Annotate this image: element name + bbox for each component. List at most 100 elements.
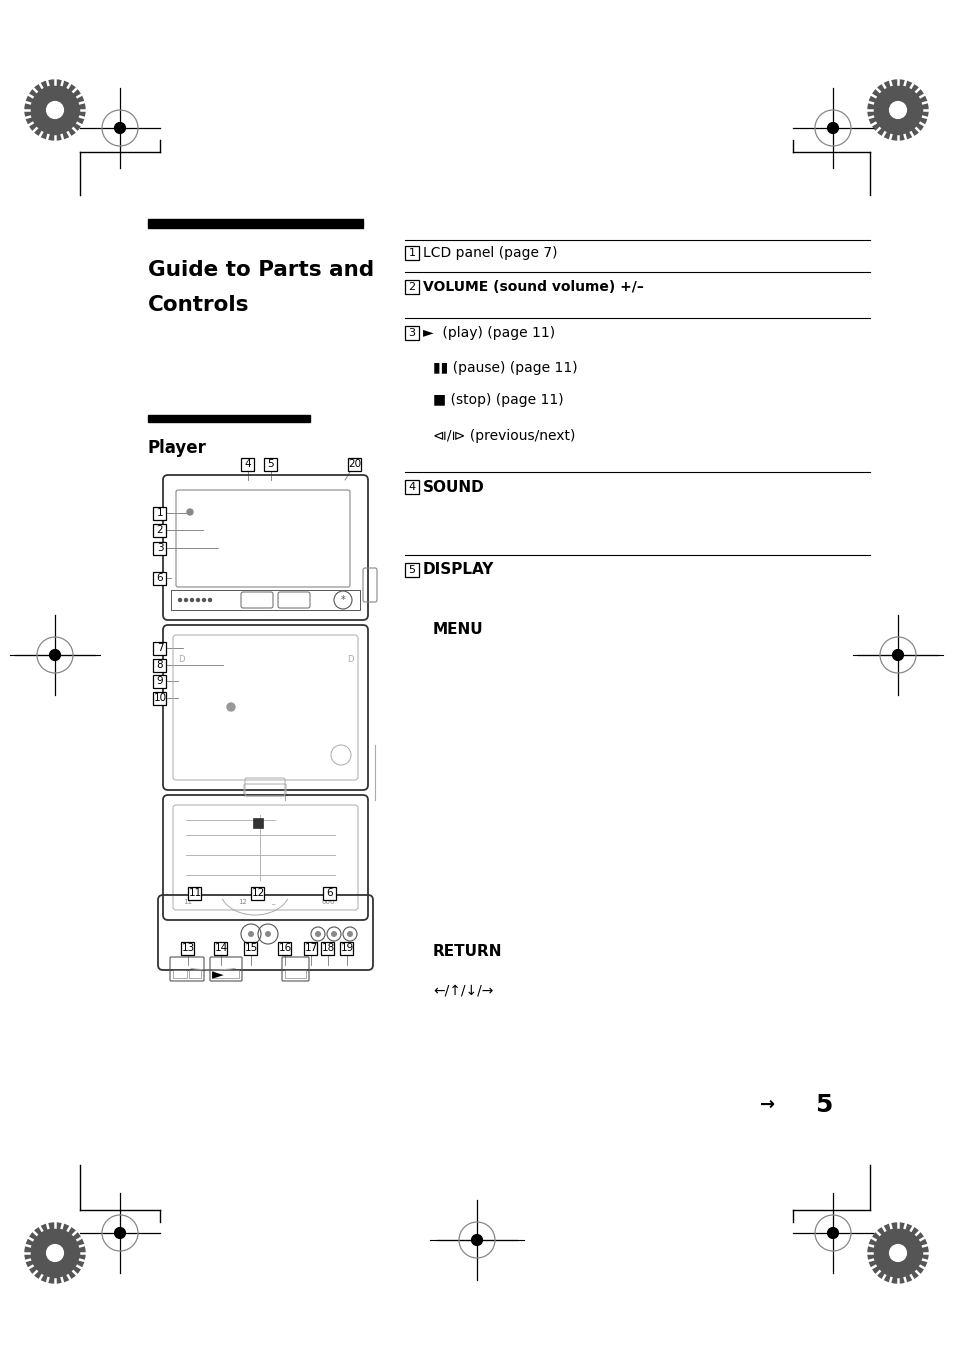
Text: MENU: MENU xyxy=(433,622,483,637)
Text: 6: 6 xyxy=(326,888,333,898)
Text: 2: 2 xyxy=(156,525,163,535)
Text: Player: Player xyxy=(148,439,207,457)
Text: Controls: Controls xyxy=(148,295,250,315)
Text: 4: 4 xyxy=(408,481,416,492)
Text: 2: 2 xyxy=(408,282,416,292)
Bar xyxy=(148,220,363,228)
Bar xyxy=(321,941,335,955)
Text: 3: 3 xyxy=(408,327,416,338)
Circle shape xyxy=(50,649,60,660)
Bar xyxy=(153,542,167,555)
Text: ►  (play) (page 11): ► (play) (page 11) xyxy=(422,326,555,340)
Bar xyxy=(348,457,361,471)
Text: ■ (stop) (page 11): ■ (stop) (page 11) xyxy=(433,393,563,406)
Circle shape xyxy=(867,80,927,140)
Bar xyxy=(153,675,167,687)
Text: Guide to Parts and: Guide to Parts and xyxy=(148,261,374,280)
Bar xyxy=(405,280,418,295)
Bar xyxy=(405,480,418,494)
Text: 11: 11 xyxy=(183,899,193,904)
Text: ←/↑/↓/→: ←/↑/↓/→ xyxy=(433,983,493,997)
Bar xyxy=(340,941,354,955)
Text: 15: 15 xyxy=(244,943,257,953)
Bar xyxy=(153,524,167,536)
Text: DISPLAY: DISPLAY xyxy=(422,562,494,577)
Text: VOLUME (sound volume) +/–: VOLUME (sound volume) +/– xyxy=(422,280,643,295)
Circle shape xyxy=(827,123,838,134)
Circle shape xyxy=(114,123,125,134)
Circle shape xyxy=(187,509,193,516)
Text: 3: 3 xyxy=(156,543,163,552)
Text: SOUND: SOUND xyxy=(422,480,484,495)
Circle shape xyxy=(331,932,336,937)
Text: 10: 10 xyxy=(153,693,167,702)
Circle shape xyxy=(47,1244,63,1262)
Text: 1: 1 xyxy=(408,248,416,258)
Bar xyxy=(153,692,167,704)
Circle shape xyxy=(227,702,234,711)
Circle shape xyxy=(184,599,188,602)
Text: 17: 17 xyxy=(304,943,317,953)
Bar xyxy=(405,563,418,577)
Circle shape xyxy=(892,649,902,660)
Circle shape xyxy=(347,932,353,937)
Bar xyxy=(264,457,277,471)
Text: LCD panel (page 7): LCD panel (page 7) xyxy=(422,246,557,261)
Bar xyxy=(153,659,167,671)
Bar xyxy=(213,970,239,978)
Circle shape xyxy=(314,932,320,937)
Text: 5: 5 xyxy=(268,460,274,469)
Text: 7: 7 xyxy=(156,642,163,653)
Text: 20: 20 xyxy=(348,460,361,469)
Circle shape xyxy=(178,599,181,602)
Bar xyxy=(172,970,187,978)
Circle shape xyxy=(471,1234,482,1245)
Bar xyxy=(323,887,336,899)
Bar xyxy=(244,941,257,955)
Text: 18: 18 xyxy=(321,943,335,953)
Bar xyxy=(171,591,359,610)
Circle shape xyxy=(888,101,905,119)
Text: 4: 4 xyxy=(244,460,251,469)
Text: ⧏/⧐ (previous/next): ⧏/⧐ (previous/next) xyxy=(433,430,575,443)
Circle shape xyxy=(827,1228,838,1239)
Circle shape xyxy=(47,101,63,119)
Text: 12: 12 xyxy=(251,888,264,898)
Text: 1: 1 xyxy=(156,507,163,518)
Bar xyxy=(252,887,264,899)
Bar xyxy=(214,941,227,955)
Text: 14: 14 xyxy=(214,943,228,953)
Text: 19: 19 xyxy=(340,943,354,953)
Bar xyxy=(153,572,167,585)
Bar xyxy=(405,326,418,340)
Bar xyxy=(153,506,167,520)
Text: D: D xyxy=(177,656,184,664)
Bar xyxy=(253,818,263,828)
Bar xyxy=(241,457,254,471)
Text: ▮▮ (pause) (page 11): ▮▮ (pause) (page 11) xyxy=(433,361,577,375)
Circle shape xyxy=(25,1224,85,1284)
Text: D: D xyxy=(346,656,353,664)
Text: 16: 16 xyxy=(278,943,292,953)
Bar xyxy=(189,887,201,899)
Text: 11: 11 xyxy=(188,888,201,898)
Circle shape xyxy=(265,932,271,937)
Text: RETURN: RETURN xyxy=(433,944,502,959)
Bar xyxy=(278,941,292,955)
Circle shape xyxy=(209,599,212,602)
Circle shape xyxy=(202,599,205,602)
Text: 9: 9 xyxy=(156,677,163,686)
Text: 5: 5 xyxy=(408,565,416,576)
Text: _: _ xyxy=(271,899,274,904)
Bar xyxy=(148,415,310,421)
Bar xyxy=(285,970,306,978)
Circle shape xyxy=(114,1228,125,1239)
Bar xyxy=(304,941,317,955)
Circle shape xyxy=(191,599,193,602)
Text: 000: 000 xyxy=(321,899,335,904)
Bar xyxy=(405,246,418,261)
Circle shape xyxy=(196,599,199,602)
Text: 8: 8 xyxy=(156,660,163,670)
Text: →: → xyxy=(760,1097,774,1114)
Bar xyxy=(181,941,194,955)
